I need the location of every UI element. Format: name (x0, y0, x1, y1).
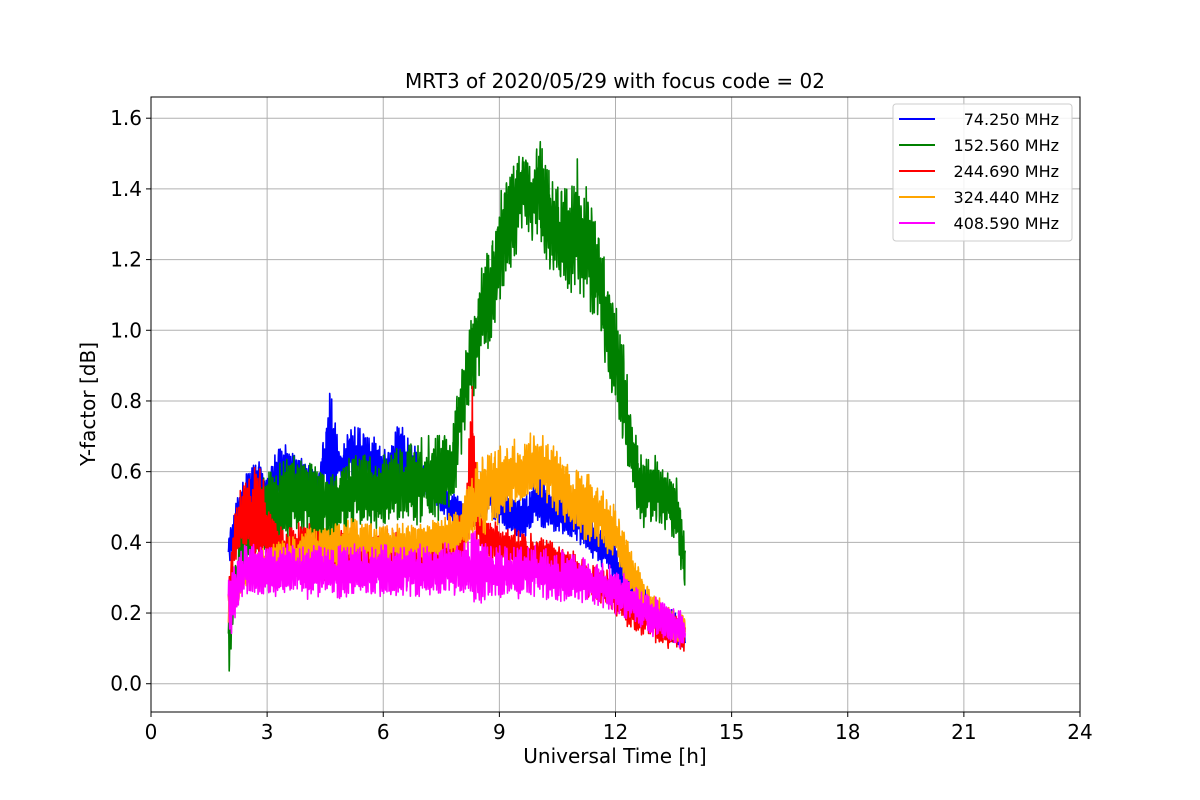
y-tick-label: 1.0 (110, 318, 142, 342)
x-tick-label: 21 (951, 720, 976, 744)
x-tick-label: 3 (261, 720, 274, 744)
series-line (227, 530, 686, 649)
x-axis-label: Universal Time [h] (523, 744, 706, 768)
legend-label: 324.440 MHz (954, 188, 1059, 207)
legend: 74.250 MHz 152.560 MHz 244.690 MHz 324.440 … (892, 103, 1073, 242)
series-line (227, 140, 686, 672)
legend-label: 152.560 MHz (954, 136, 1059, 155)
x-tick-label: 6 (377, 720, 390, 744)
y-axis-ticks: 0.0 0.2 0.4 0.6 0.8 1.0 1.2 1.4 1.6 (110, 106, 151, 696)
y-tick-label: 0.0 (110, 672, 142, 696)
legend-label: 244.690 MHz (954, 162, 1059, 181)
x-tick-label: 9 (493, 720, 506, 744)
y-tick-label: 0.6 (110, 460, 142, 484)
x-tick-label: 0 (145, 720, 158, 744)
x-axis-ticks: 0 3 6 9 12 15 18 21 24 (145, 712, 1093, 744)
chart-title: MRT3 of 2020/05/29 with focus code = 02 (405, 69, 825, 93)
legend-label: 74.250 MHz (964, 110, 1059, 129)
x-tick-label: 24 (1067, 720, 1092, 744)
y-tick-label: 1.6 (110, 106, 142, 130)
legend-box (892, 103, 1073, 242)
y-tick-label: 0.8 (110, 389, 142, 413)
legend-label: 408.590 MHz (954, 214, 1059, 233)
y-axis-label: Y-factor [dB] (76, 342, 100, 467)
series-layer (227, 140, 686, 672)
y-tick-label: 0.2 (110, 601, 142, 625)
y-tick-label: 1.2 (110, 248, 142, 272)
y-tick-label: 1.4 (110, 177, 142, 201)
x-tick-label: 15 (719, 720, 744, 744)
y-tick-label: 0.4 (110, 530, 142, 554)
x-tick-label: 12 (603, 720, 628, 744)
x-tick-label: 18 (835, 720, 860, 744)
